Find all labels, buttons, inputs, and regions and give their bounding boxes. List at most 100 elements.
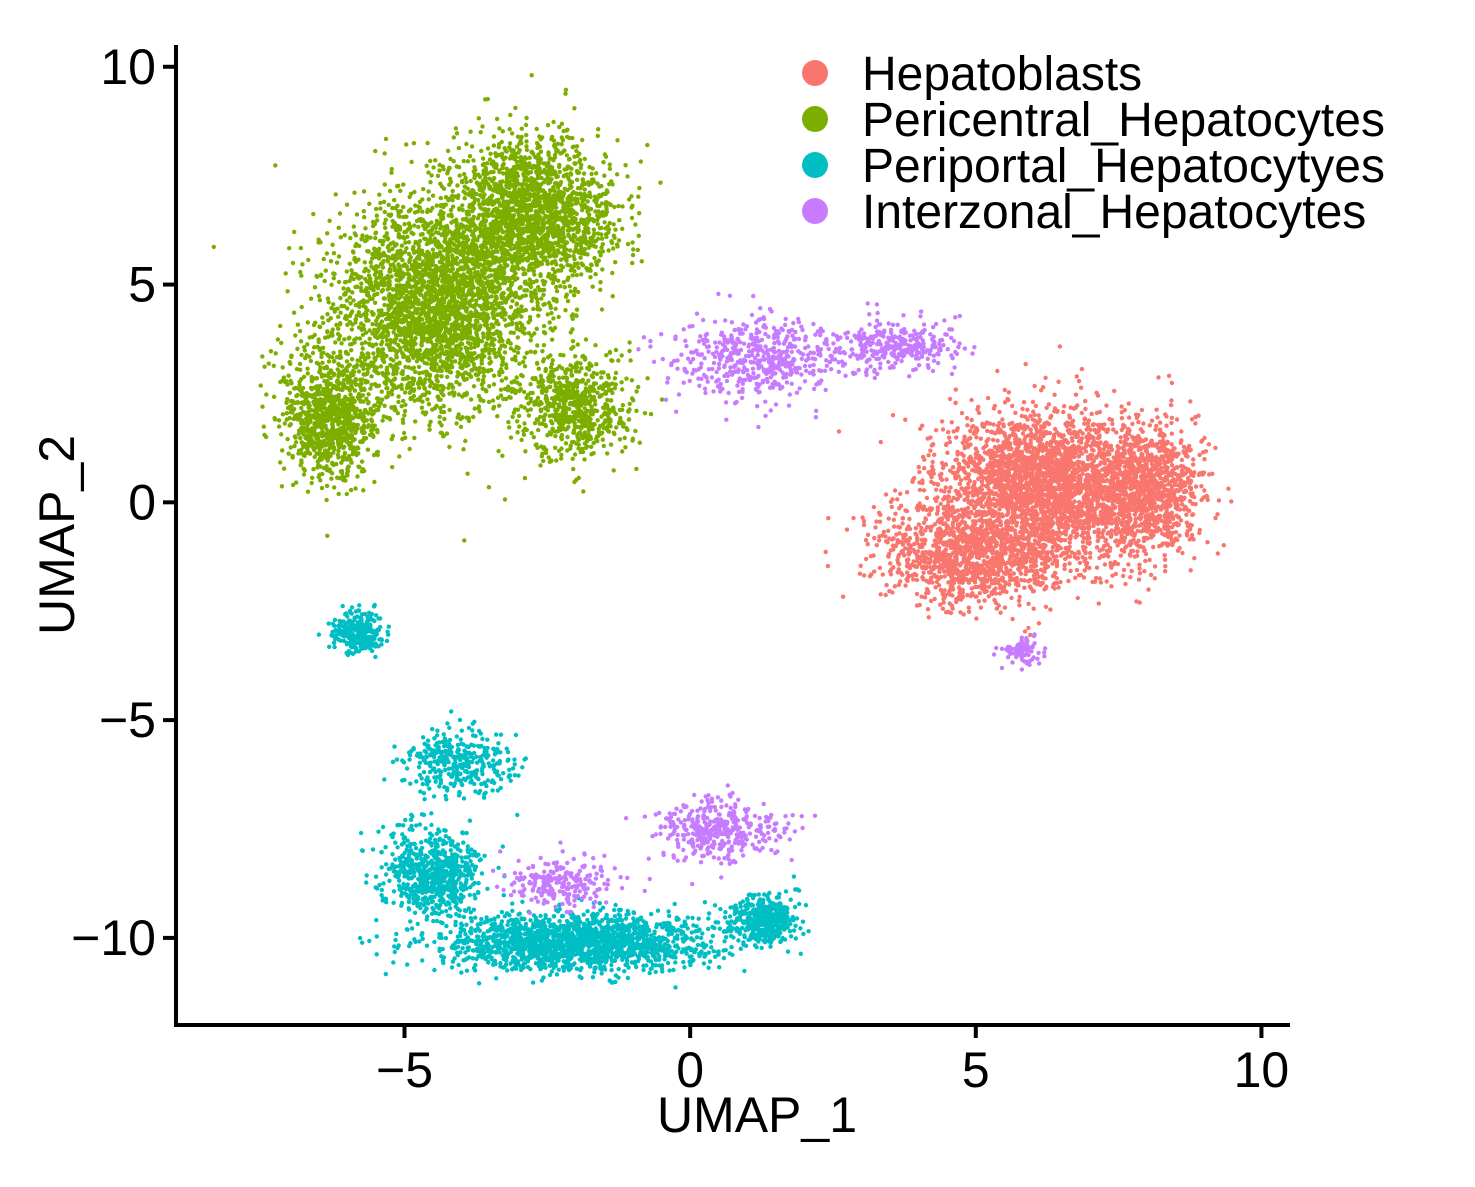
data-point xyxy=(1069,491,1075,497)
data-point xyxy=(923,516,928,521)
data-point xyxy=(1094,545,1100,550)
data-point xyxy=(1012,519,1017,524)
data-point xyxy=(1179,438,1184,443)
data-point xyxy=(991,469,996,474)
data-point xyxy=(1215,512,1220,517)
data-point xyxy=(922,466,927,471)
data-point xyxy=(1076,378,1082,384)
data-point xyxy=(1046,536,1051,541)
data-point xyxy=(979,504,984,509)
data-point xyxy=(1164,454,1170,459)
data-point xyxy=(1150,510,1155,516)
data-point xyxy=(996,516,1001,521)
data-point xyxy=(1028,632,1033,638)
data-point xyxy=(974,549,979,554)
data-point xyxy=(1126,562,1131,567)
data-point xyxy=(1061,409,1066,415)
data-point xyxy=(946,430,951,435)
data-point xyxy=(1044,441,1050,446)
data-point xyxy=(1158,432,1164,437)
data-point xyxy=(971,459,977,464)
data-point xyxy=(973,521,978,526)
data-point xyxy=(863,556,869,562)
data-point xyxy=(1033,455,1038,460)
data-point xyxy=(1136,433,1141,439)
data-point xyxy=(967,478,973,484)
data-point xyxy=(1054,543,1060,548)
data-point xyxy=(974,435,979,440)
data-point xyxy=(1106,520,1112,526)
data-point xyxy=(966,605,971,610)
data-point xyxy=(1147,494,1152,499)
data-point xyxy=(1085,530,1091,535)
data-point xyxy=(956,496,961,501)
data-point xyxy=(998,586,1003,591)
data-point xyxy=(1163,500,1168,505)
data-point xyxy=(1064,488,1070,493)
data-point xyxy=(1043,375,1048,380)
data-point xyxy=(1105,497,1110,503)
data-point xyxy=(1051,554,1056,559)
data-point xyxy=(1199,497,1204,503)
data-point xyxy=(1009,426,1014,432)
data-point xyxy=(1030,505,1035,510)
data-point xyxy=(861,573,867,578)
data-point xyxy=(1067,540,1072,545)
data-point xyxy=(1118,503,1124,508)
data-point xyxy=(1082,417,1087,422)
data-point xyxy=(898,503,904,508)
data-point xyxy=(1013,588,1019,593)
data-point xyxy=(908,543,914,548)
data-point xyxy=(1004,539,1009,545)
data-point xyxy=(1013,554,1019,559)
data-point xyxy=(1123,544,1129,549)
data-point xyxy=(1072,429,1077,434)
data-point xyxy=(950,465,956,470)
data-point xyxy=(1137,466,1142,472)
data-point xyxy=(944,477,949,482)
data-point xyxy=(1049,539,1055,545)
data-point xyxy=(1004,504,1010,509)
data-point xyxy=(1039,550,1045,556)
data-point xyxy=(1032,577,1037,582)
data-point xyxy=(1126,415,1132,420)
data-point xyxy=(971,570,977,575)
data-point xyxy=(1024,521,1030,526)
data-point xyxy=(1037,473,1042,478)
data-point xyxy=(1056,534,1062,540)
data-point xyxy=(1126,401,1132,406)
data-point xyxy=(1202,488,1207,493)
data-point xyxy=(1093,495,1098,500)
data-point xyxy=(991,422,996,427)
data-point xyxy=(947,557,952,562)
data-point xyxy=(1049,549,1055,554)
data-point xyxy=(1088,483,1093,489)
data-point xyxy=(926,470,931,475)
data-point xyxy=(954,435,959,440)
data-point xyxy=(1113,571,1119,577)
data-point xyxy=(917,501,922,506)
data-point xyxy=(1136,577,1142,582)
data-point xyxy=(1158,420,1163,425)
data-point xyxy=(932,496,938,501)
data-point xyxy=(1098,580,1104,585)
data-point xyxy=(1176,488,1181,494)
data-point xyxy=(1080,539,1086,544)
data-point xyxy=(990,430,995,435)
data-point xyxy=(1015,581,1021,586)
data-point xyxy=(1120,520,1125,525)
data-point xyxy=(1084,483,1089,488)
data-point xyxy=(948,485,953,490)
data-point xyxy=(1078,440,1084,445)
data-point xyxy=(1069,436,1075,441)
data-point xyxy=(1038,431,1043,437)
data-point xyxy=(1166,373,1172,378)
data-point xyxy=(1031,514,1036,519)
data-point xyxy=(1140,452,1145,457)
data-point xyxy=(939,460,945,466)
data-point xyxy=(1003,527,1009,532)
data-point xyxy=(1188,478,1194,484)
data-point xyxy=(1147,423,1153,428)
data-point xyxy=(1118,439,1123,444)
